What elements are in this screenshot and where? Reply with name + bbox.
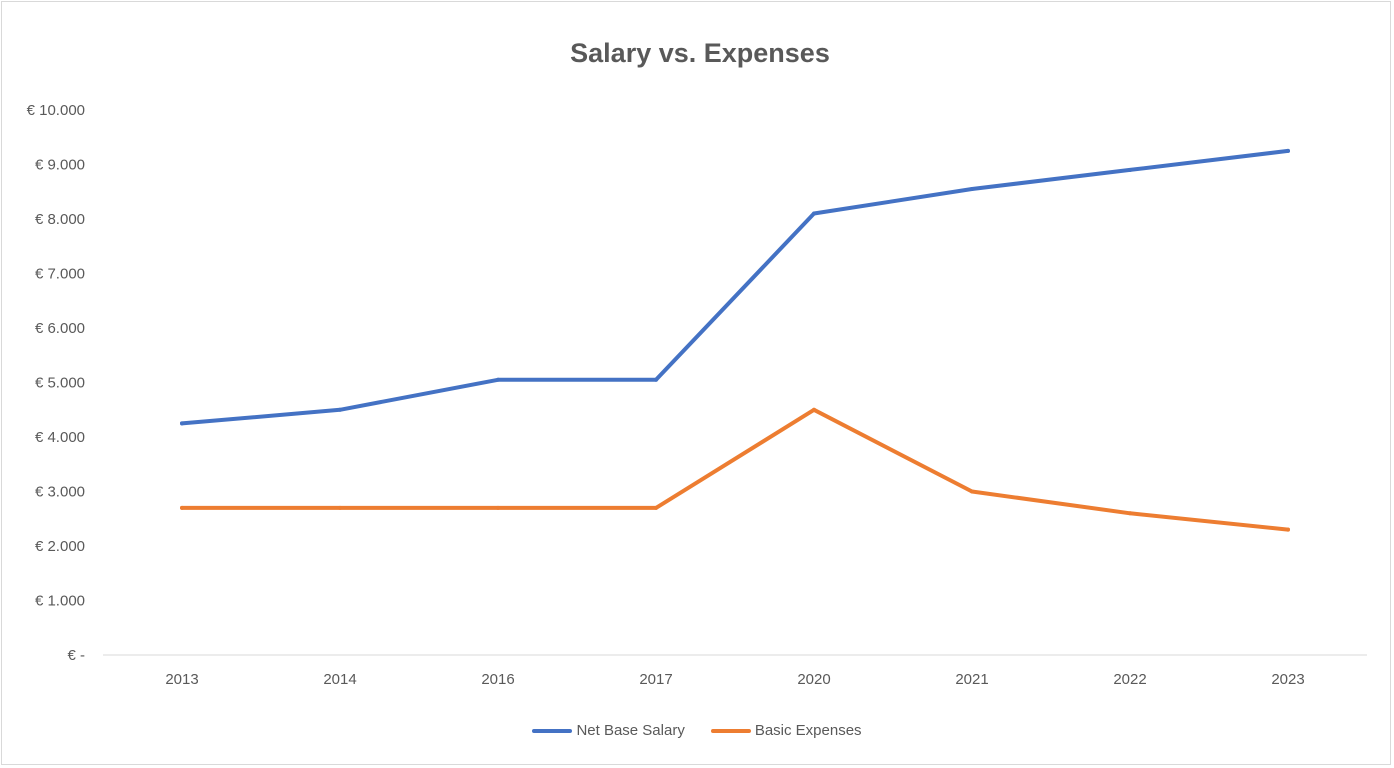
data-point bbox=[338, 505, 342, 510]
data-point bbox=[1128, 511, 1132, 516]
y-tick-label: € 10.000 bbox=[27, 102, 85, 119]
y-tick-label: € 2.000 bbox=[35, 538, 85, 555]
data-point bbox=[1286, 148, 1290, 153]
legend-label-basic-expenses: Basic Expenses bbox=[754, 722, 862, 739]
legend-swatch-basic-expenses bbox=[710, 728, 751, 733]
data-point bbox=[970, 489, 974, 494]
data-point bbox=[1286, 527, 1290, 532]
legend-swatch-net-base-salary bbox=[532, 728, 573, 733]
y-tick-label: € 9.000 bbox=[35, 157, 85, 174]
x-tick-label: 2023 bbox=[1271, 671, 1304, 688]
series-lines bbox=[180, 148, 1290, 532]
x-tick-label: 2020 bbox=[797, 671, 830, 688]
legend: Net Base Salary Basic Expenses bbox=[0, 722, 1394, 739]
x-axis-ticks: 2013 2014 2016 2017 2020 2021 2022 2023 bbox=[165, 671, 1304, 688]
y-tick-label: € 4.000 bbox=[35, 429, 85, 446]
x-tick-label: 2022 bbox=[1113, 671, 1146, 688]
data-point bbox=[654, 505, 658, 510]
x-tick-label: 2016 bbox=[481, 671, 514, 688]
y-tick-label: € 6.000 bbox=[35, 320, 85, 337]
data-point bbox=[180, 505, 184, 510]
y-tick-label: € 1.000 bbox=[35, 593, 85, 610]
x-tick-label: 2013 bbox=[165, 671, 198, 688]
series-line-net-base-salary bbox=[180, 148, 1290, 426]
data-point bbox=[338, 407, 342, 412]
y-tick-label: € 8.000 bbox=[35, 211, 85, 228]
data-point bbox=[654, 377, 658, 382]
y-tick-label: € 5.000 bbox=[35, 375, 85, 392]
data-point bbox=[1128, 167, 1132, 172]
legend-item-basic-expenses: Basic Expenses bbox=[710, 722, 862, 739]
data-point bbox=[496, 377, 500, 382]
series-line-basic-expenses bbox=[180, 407, 1290, 532]
data-point bbox=[812, 407, 816, 412]
x-tick-label: 2017 bbox=[639, 671, 672, 688]
legend-label-net-base-salary: Net Base Salary bbox=[576, 722, 685, 739]
data-point bbox=[970, 187, 974, 192]
data-point bbox=[496, 505, 500, 510]
data-point bbox=[180, 421, 184, 426]
legend-item-net-base-salary: Net Base Salary bbox=[532, 722, 685, 739]
y-axis-ticks: € - € 1.000 € 2.000 € 3.000 € 4.000 € 5.000 € … bbox=[27, 102, 85, 664]
data-point bbox=[812, 211, 816, 216]
x-tick-label: 2014 bbox=[323, 671, 356, 688]
y-tick-label: € - bbox=[67, 647, 85, 664]
y-tick-label: € 7.000 bbox=[35, 266, 85, 283]
chart-title: Salary vs. Expenses bbox=[570, 38, 830, 68]
x-tick-label: 2021 bbox=[955, 671, 988, 688]
y-tick-label: € 3.000 bbox=[35, 484, 85, 501]
